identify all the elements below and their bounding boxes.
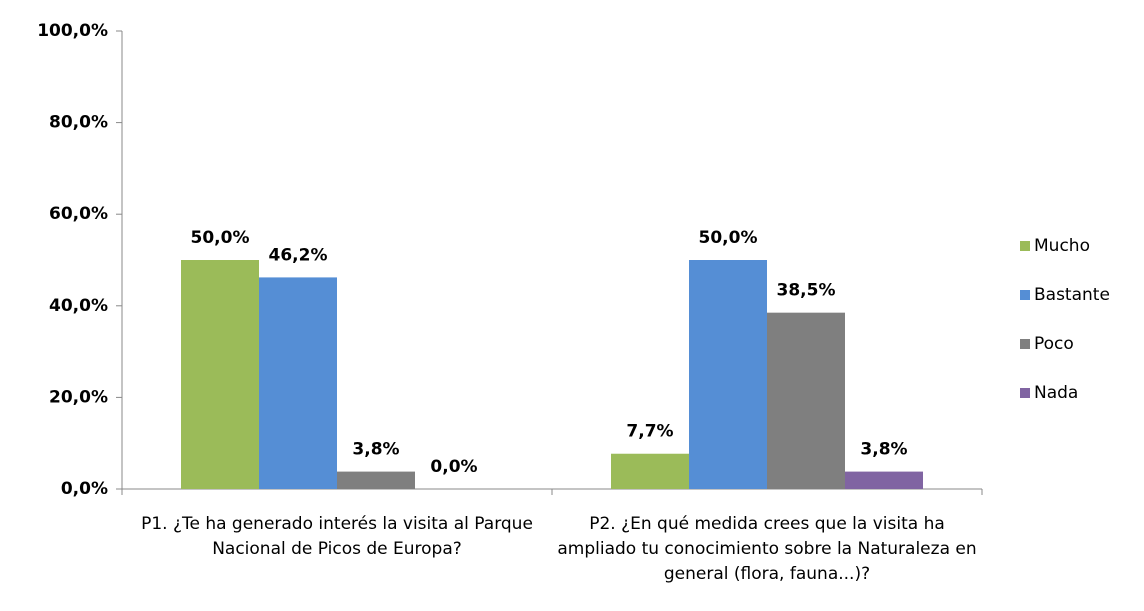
y-tick-label: 100,0% bbox=[37, 21, 108, 41]
data-label: 3,8% bbox=[860, 440, 907, 460]
y-tick-label: 20,0% bbox=[49, 387, 108, 407]
legend-label: Poco bbox=[1034, 334, 1074, 354]
legend-swatch bbox=[1020, 241, 1030, 251]
data-label: 38,5% bbox=[777, 281, 836, 301]
bar bbox=[181, 260, 259, 489]
data-label: 46,2% bbox=[269, 245, 328, 265]
bar bbox=[767, 312, 845, 489]
data-label: 3,8% bbox=[352, 440, 399, 460]
y-tick-label: 60,0% bbox=[49, 204, 108, 224]
data-label: 50,0% bbox=[699, 228, 758, 248]
bar bbox=[337, 471, 415, 489]
bar bbox=[259, 277, 337, 489]
y-tick-label: 80,0% bbox=[49, 113, 108, 133]
legend-swatch bbox=[1020, 388, 1030, 398]
bar bbox=[611, 453, 689, 489]
y-tick-label: 40,0% bbox=[49, 296, 108, 316]
bar bbox=[845, 471, 923, 489]
legend-swatch bbox=[1020, 339, 1030, 349]
legend-label: Bastante bbox=[1034, 285, 1110, 305]
x-tick-label: P1. ¿Te ha generado interés la visita al… bbox=[141, 514, 533, 559]
y-tick-label: 0,0% bbox=[61, 479, 108, 499]
legend-label: Mucho bbox=[1034, 236, 1090, 256]
data-label: 50,0% bbox=[191, 228, 250, 248]
legend-label: Nada bbox=[1034, 383, 1078, 403]
bar bbox=[689, 260, 767, 489]
legend-swatch bbox=[1020, 290, 1030, 300]
data-label: 0,0% bbox=[430, 457, 477, 477]
x-tick-label: P2. ¿En qué medida crees que la visita h… bbox=[557, 514, 977, 584]
data-label: 7,7% bbox=[626, 422, 673, 442]
